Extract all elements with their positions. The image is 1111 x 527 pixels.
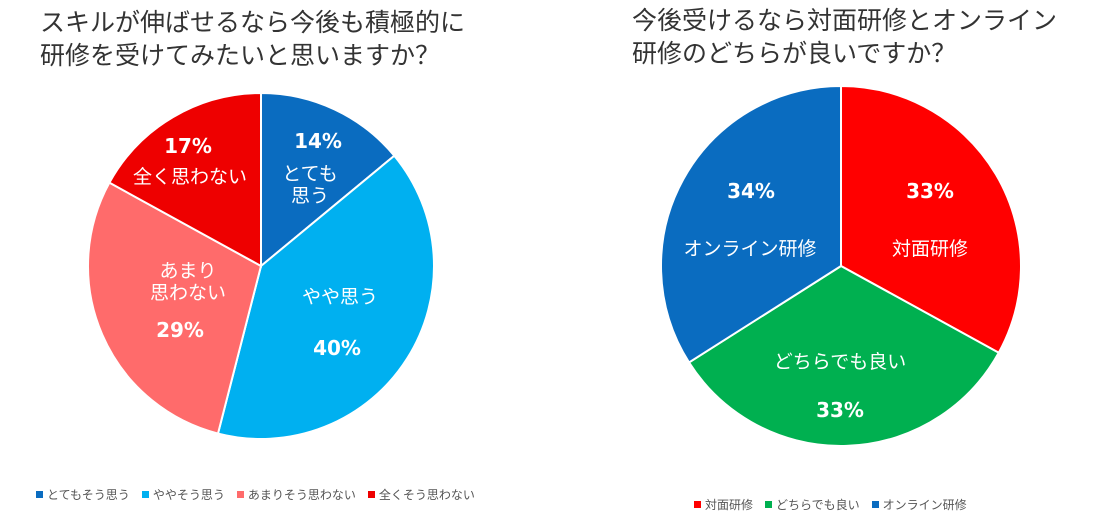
pie-slice-amari [87, 181, 263, 435]
slice-label-amari: あまり [159, 260, 216, 282]
legend-right: 対面研修 どちらでも良い オンライン研修 [694, 496, 967, 513]
legend-swatch [36, 491, 43, 498]
legend-label: 全くそう思わない [378, 488, 475, 502]
legend-swatch [694, 501, 701, 508]
chart-title-left-line: 研修を受けてみたいと思いますか？ [40, 41, 441, 70]
legend-swatch [765, 501, 773, 508]
legend-label: どちらでも良い [776, 498, 860, 512]
legend-label: あまりそう思わない [247, 488, 356, 502]
pie-slice-totemo [260, 91, 396, 269]
legend-left: とてもそう思う ややそう思う あまりそう思わない 全くそう思わない [36, 486, 475, 503]
legend-swatch [141, 491, 149, 498]
legend-right-item-taimen: 対面研修 [694, 496, 753, 513]
pie-slice-taimen [840, 84, 1022, 355]
slice-label-yaya: やや思う [302, 286, 378, 308]
slice-value-online: 34% [727, 179, 775, 203]
slice-label-dochira: どちらでも良い [774, 351, 906, 373]
slice-label-totemo: 思う [291, 185, 329, 207]
slice-label-amari: 思わない [150, 282, 226, 304]
pie-slice-yaya [216, 154, 435, 440]
legend-swatch [367, 491, 375, 498]
slice-label-taimen: 対面研修 [892, 238, 968, 260]
legend-left-item-yaya: ややそう思う [141, 486, 225, 503]
legend-label: 対面研修 [705, 498, 754, 512]
slice-label-online: オンライン研修 [683, 238, 816, 260]
chart-title-right-line: 研修のどちらが良いですか？ [632, 39, 957, 68]
legend-swatch [236, 491, 244, 498]
slice-label-mattaku: 全く思わない [133, 166, 247, 188]
chart-title-left-line: スキルが伸ばせるなら今後も積極的に [40, 8, 466, 37]
pie-slice-mattaku [108, 91, 262, 268]
slice-value-dochira: 33% [816, 398, 864, 422]
slice-value-taimen: 33% [906, 179, 954, 203]
pie-slice-online [660, 84, 842, 364]
slice-value-amari: 29% [156, 318, 204, 342]
legend-label: とてもそう思う [47, 488, 130, 502]
chart-title-left: スキルが伸ばせるなら今後も積極的に 研修を受けてみたいと思いますか？ [40, 6, 465, 72]
legend-label: ややそう思う [152, 488, 225, 502]
chart-title-right-line: 今後受けるなら対面研修とオンライン [632, 6, 1058, 35]
slice-label-totemo: とても [282, 163, 337, 185]
slice-value-totemo: 14% [294, 129, 342, 153]
legend-label: オンライン研修 [882, 498, 967, 512]
legend-swatch [871, 501, 879, 508]
legend-right-item-online: オンライン研修 [871, 496, 967, 513]
legend-left-item-amari: あまりそう思わない [236, 486, 356, 503]
slice-value-yaya: 40% [313, 336, 361, 360]
chart-title-right: 今後受けるなら対面研修とオンライン 研修のどちらが良いですか？ [632, 4, 1057, 70]
legend-left-item-totemo: とてもそう思う [36, 486, 130, 503]
pie-slice-dochira [687, 264, 1001, 447]
legend-right-item-dochira: どちらでも良い [765, 496, 860, 513]
slice-value-mattaku: 17% [164, 134, 212, 158]
legend-left-item-mattaku: 全くそう思わない [367, 486, 475, 503]
